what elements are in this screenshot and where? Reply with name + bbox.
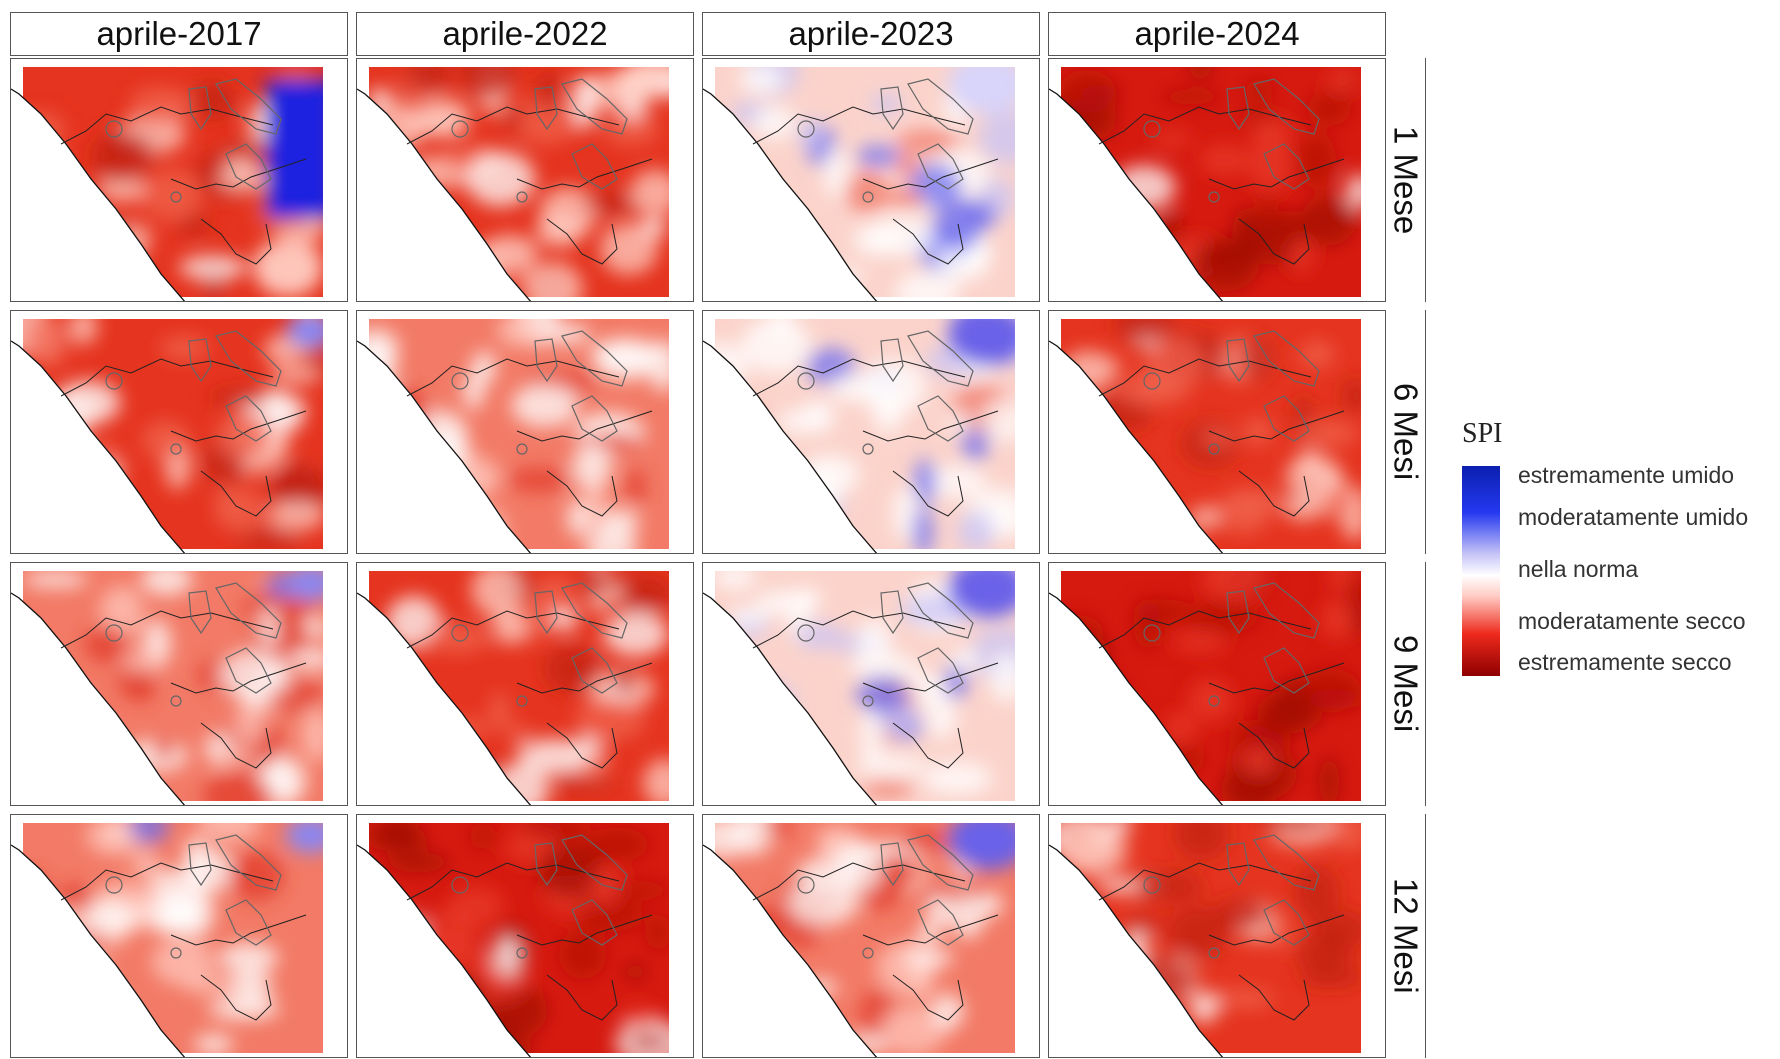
legend-color-bar — [1462, 466, 1500, 676]
legend-label-moderately-wet: moderatamente umido — [1518, 504, 1749, 530]
map-panel-2022-9-mesi — [356, 562, 694, 806]
column-header-2023: aprile-2023 — [702, 12, 1040, 56]
map-panel-2023-9-mesi — [702, 562, 1040, 806]
map-panel-2024-1-mese — [1048, 58, 1386, 302]
column-header-2017: aprile-2017 — [10, 12, 348, 56]
spi-legend: SPI estremamente umido moderatamente umi… — [1462, 418, 1748, 676]
map-panel-2023-12-mesi — [702, 814, 1040, 1058]
legend-label-normal: nella norma — [1518, 556, 1639, 582]
legend-label-extremely-dry: estremamente secco — [1518, 649, 1732, 675]
row-header-12-mesi: 12 Mesi — [1386, 814, 1426, 1058]
legend-title: SPI — [1462, 418, 1503, 449]
map-panel-2023-1-mese — [702, 58, 1040, 302]
map-panel-2024-9-mesi — [1048, 562, 1386, 806]
column-header-2022: aprile-2022 — [356, 12, 694, 56]
map-panel-2017-12-mesi — [10, 814, 348, 1058]
column-header-2024: aprile-2024 — [1048, 12, 1386, 56]
row-header-1-mese: 1 Mese — [1386, 58, 1426, 302]
map-panel-2024-6-mesi — [1048, 310, 1386, 554]
map-panel-2022-12-mesi — [356, 814, 694, 1058]
map-panel-2022-6-mesi — [356, 310, 694, 554]
map-panel-2017-6-mesi — [10, 310, 348, 554]
legend-label-moderately-dry: moderatamente secco — [1518, 608, 1746, 634]
map-panel-2022-1-mese — [356, 58, 694, 302]
legend-label-extremely-wet: estremamente umido — [1518, 462, 1735, 488]
map-panel-2023-6-mesi — [702, 310, 1040, 554]
map-panel-2024-12-mesi — [1048, 814, 1386, 1058]
map-panel-2017-9-mesi — [10, 562, 348, 806]
row-header-6-mesi: 6 Mesi — [1386, 310, 1426, 554]
row-header-9-mesi: 9 Mesi — [1386, 562, 1426, 806]
map-panel-2017-1-mese — [10, 58, 348, 302]
